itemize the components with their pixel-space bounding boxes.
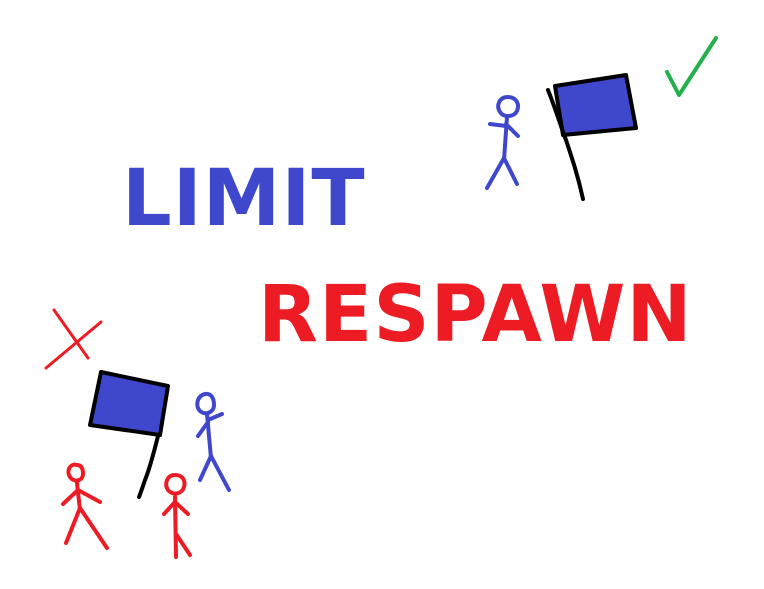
check-mark-icon — [665, 36, 718, 97]
bottom-left-scene — [44, 308, 231, 559]
respawn-heading: RESPAWN — [258, 270, 693, 360]
cross-mark-icon — [44, 308, 103, 370]
flag-icon — [546, 73, 638, 201]
red-stick-figure-icon — [162, 473, 192, 559]
blue-stick-figure-icon — [485, 95, 520, 190]
red-stick-figure-icon — [61, 462, 109, 550]
blue-stick-figure-icon — [195, 391, 231, 492]
flag-icon — [88, 370, 170, 499]
limit-heading: LIMIT — [122, 154, 366, 244]
top-right-scene — [485, 36, 718, 201]
